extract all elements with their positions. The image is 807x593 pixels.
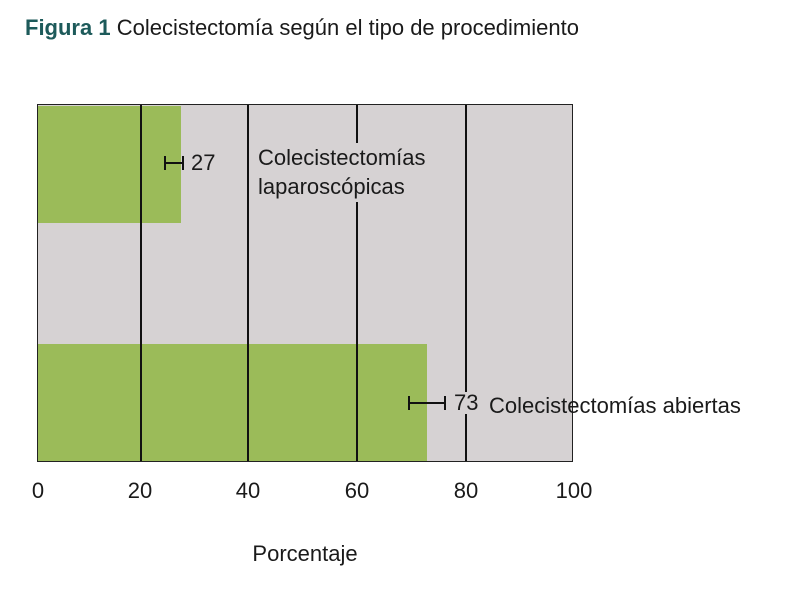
- bar-laparoscopic: [38, 106, 181, 223]
- x-tick-60: 60: [344, 478, 370, 503]
- x-tick-20: 20: [127, 478, 153, 503]
- figure-number: Figura 1: [25, 15, 111, 40]
- error-cap: [444, 396, 446, 410]
- value-label-open: 73: [454, 390, 481, 415]
- label-line-1: Colecistectomías: [258, 145, 426, 170]
- x-tick-100: 100: [555, 478, 593, 503]
- error-cap: [408, 396, 410, 410]
- error-cap: [182, 156, 184, 170]
- error-bar-laparoscopic: [165, 162, 183, 164]
- x-tick-40: 40: [235, 478, 261, 503]
- plot-area: 27 Colecistectomías laparoscópicas 73: [37, 104, 573, 462]
- bar-open: [38, 344, 427, 461]
- x-tick-80: 80: [453, 478, 479, 503]
- error-cap: [164, 156, 166, 170]
- category-label-laparoscopic: Colecistectomías laparoscópicas: [258, 143, 430, 202]
- gridline-20: [140, 105, 142, 461]
- value-label-laparoscopic: 27: [191, 150, 216, 175]
- error-bar-open: [409, 402, 446, 404]
- x-axis-label: Porcentaje: [252, 541, 358, 566]
- category-label-open: Colecistectomías abiertas: [489, 393, 741, 418]
- chart-title: Figura 1 Colecistectomía según el tipo d…: [25, 15, 579, 41]
- gridline-60: [356, 105, 358, 461]
- x-tick-0: 0: [31, 478, 45, 503]
- gridline-40: [247, 105, 249, 461]
- gridline-80: [465, 105, 467, 461]
- label-line-2: laparoscópicas: [258, 174, 405, 200]
- figure-caption: Colecistectomía según el tipo de procedi…: [116, 15, 579, 40]
